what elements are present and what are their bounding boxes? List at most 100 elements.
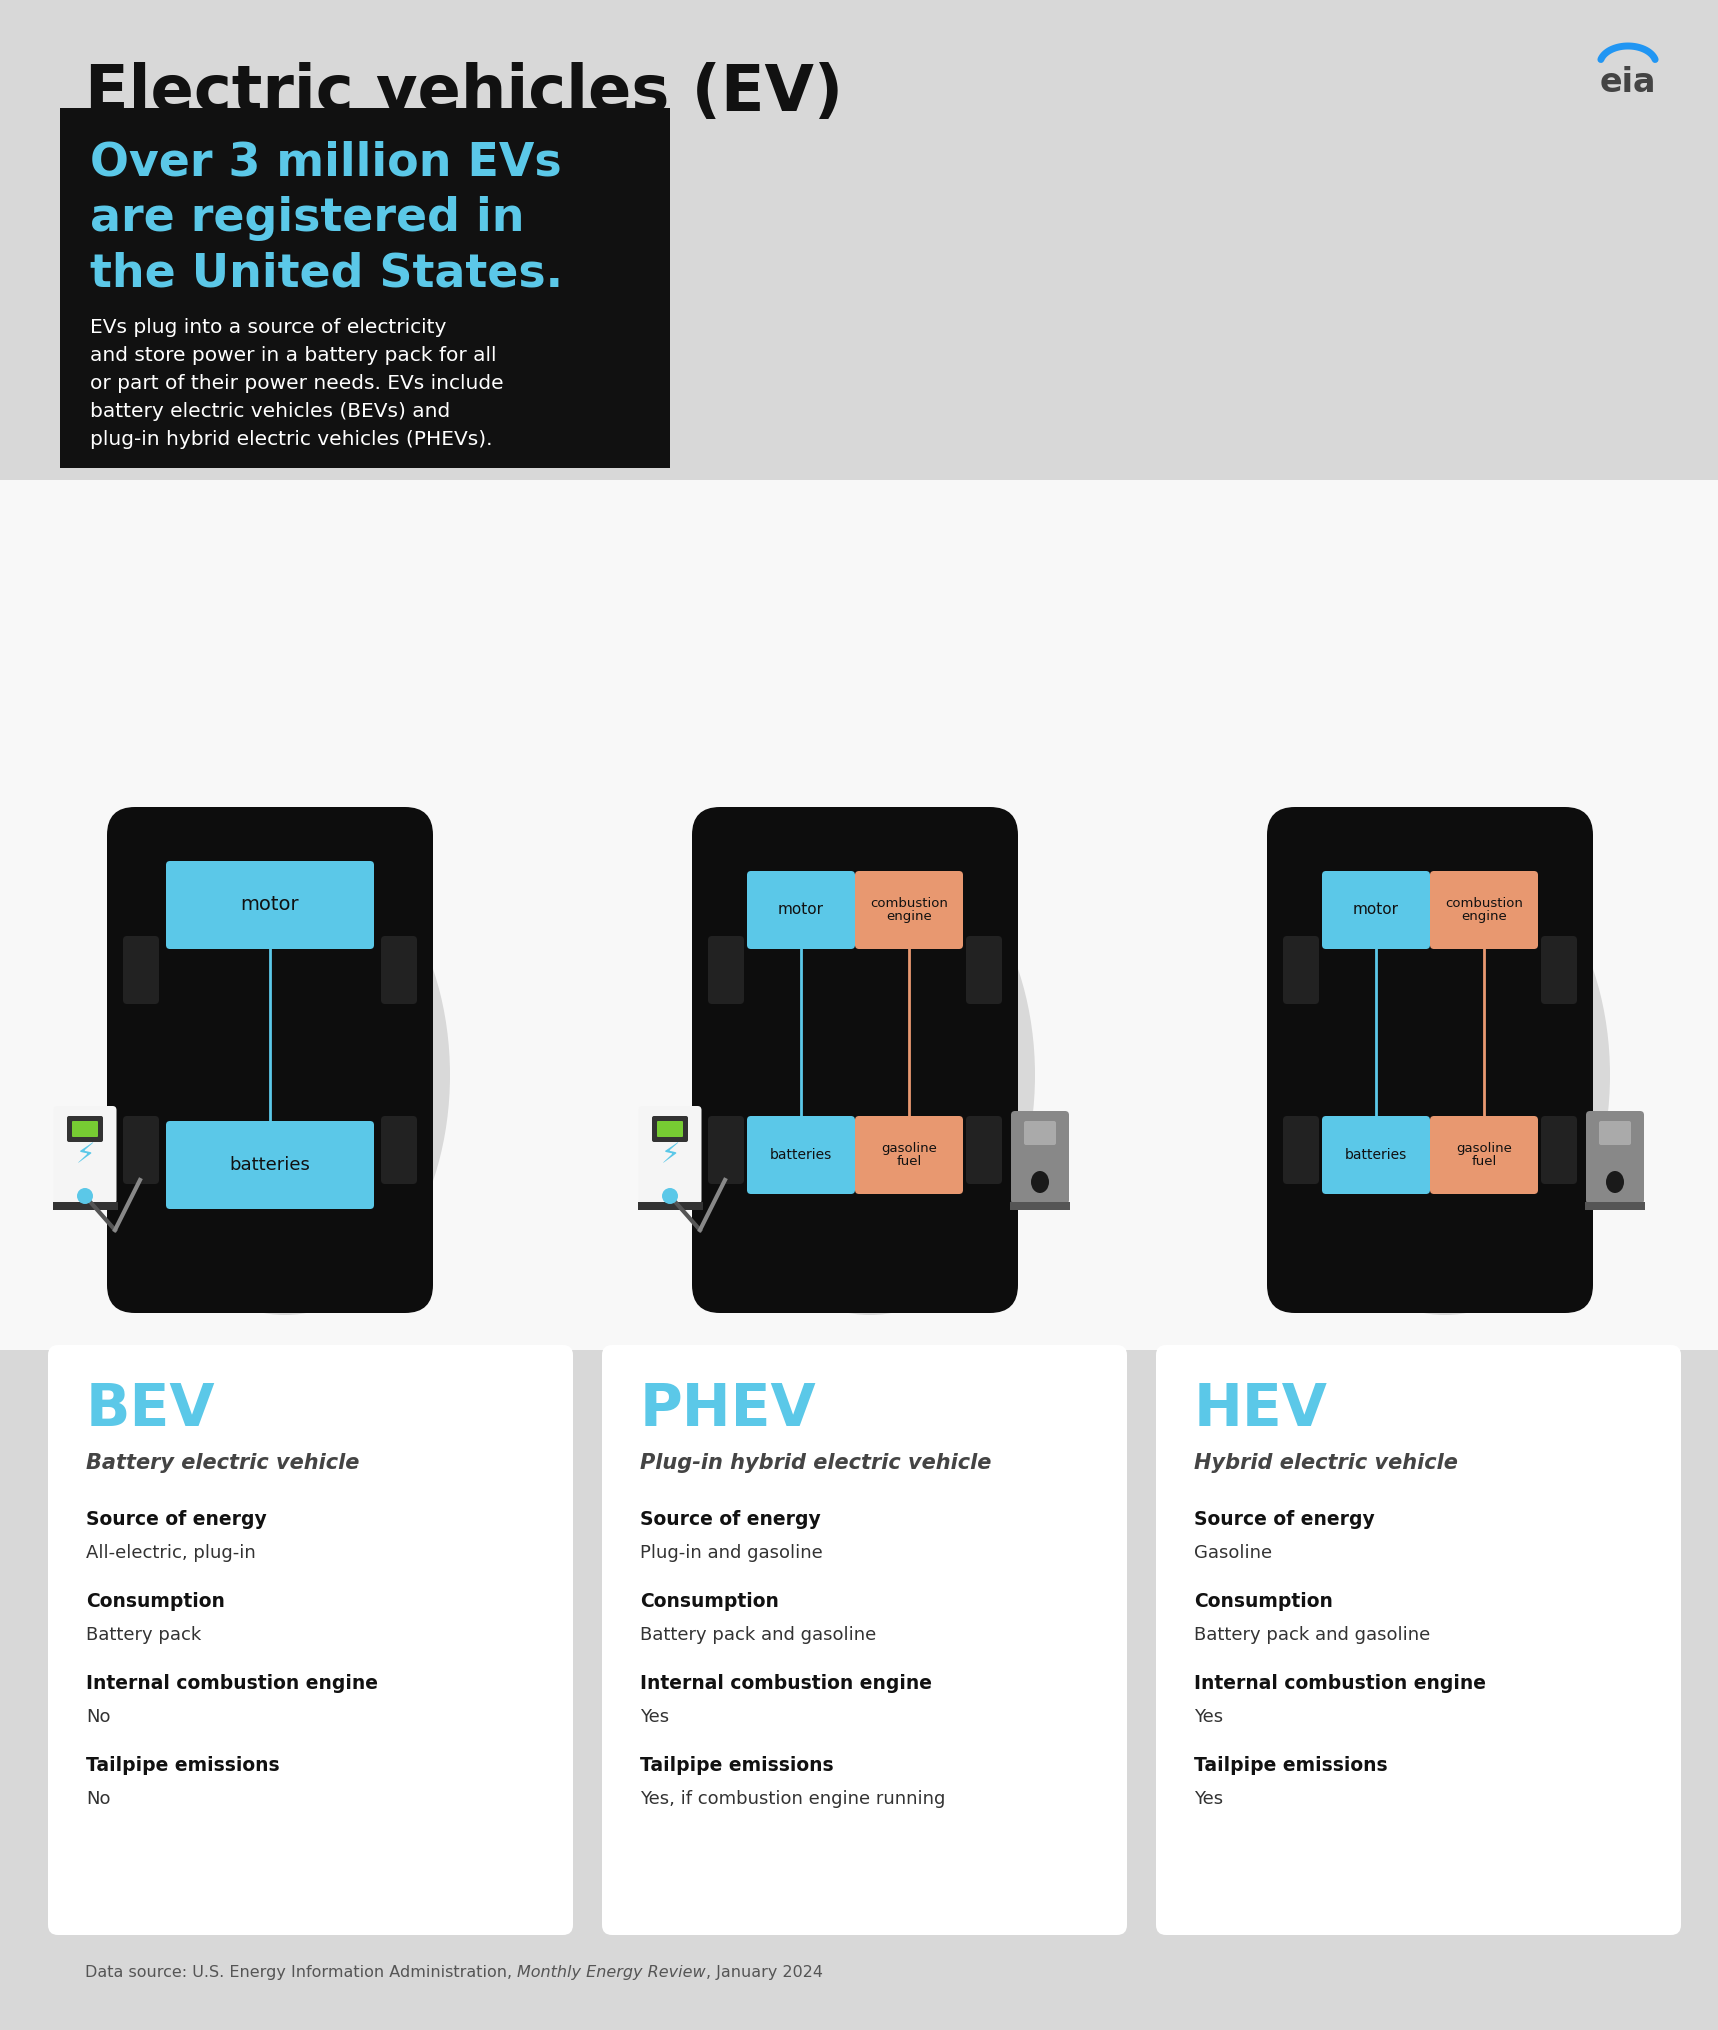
Text: eia: eia xyxy=(1599,65,1656,99)
FancyBboxPatch shape xyxy=(653,1116,687,1143)
Ellipse shape xyxy=(1335,814,1524,865)
Text: Plug-in and gasoline: Plug-in and gasoline xyxy=(641,1545,823,1561)
Text: , January 2024: , January 2024 xyxy=(706,1965,823,1979)
FancyBboxPatch shape xyxy=(1024,1121,1057,1145)
Ellipse shape xyxy=(175,814,364,865)
Text: engine: engine xyxy=(1460,909,1507,924)
FancyBboxPatch shape xyxy=(1599,1121,1630,1145)
FancyBboxPatch shape xyxy=(1541,1116,1577,1183)
FancyBboxPatch shape xyxy=(966,936,1002,1005)
Text: Internal combustion engine: Internal combustion engine xyxy=(641,1675,931,1693)
FancyBboxPatch shape xyxy=(0,479,1718,1350)
Circle shape xyxy=(661,1188,679,1204)
Text: Yes, if combustion engine running: Yes, if combustion engine running xyxy=(641,1790,945,1809)
Text: engine: engine xyxy=(886,909,931,924)
Text: All-electric, plug-in: All-electric, plug-in xyxy=(86,1545,256,1561)
FancyBboxPatch shape xyxy=(747,1116,856,1194)
Text: No: No xyxy=(86,1707,110,1726)
Text: Consumption: Consumption xyxy=(641,1592,778,1612)
FancyBboxPatch shape xyxy=(1429,871,1538,948)
Text: fuel: fuel xyxy=(897,1155,921,1167)
Text: Tailpipe emissions: Tailpipe emissions xyxy=(1194,1756,1388,1774)
FancyBboxPatch shape xyxy=(966,1116,1002,1183)
FancyBboxPatch shape xyxy=(708,936,744,1005)
Text: Monthly Energy Review: Monthly Energy Review xyxy=(517,1965,706,1979)
Text: Hybrid electric vehicle: Hybrid electric vehicle xyxy=(1194,1453,1459,1474)
FancyBboxPatch shape xyxy=(1283,936,1319,1005)
Text: batteries: batteries xyxy=(1345,1149,1407,1161)
Text: BEV: BEV xyxy=(86,1380,215,1437)
Text: PHEV: PHEV xyxy=(641,1380,816,1437)
Text: Source of energy: Source of energy xyxy=(86,1510,266,1529)
Text: Internal combustion engine: Internal combustion engine xyxy=(86,1675,378,1693)
FancyBboxPatch shape xyxy=(48,1346,574,1935)
Text: Consumption: Consumption xyxy=(1194,1592,1333,1612)
Ellipse shape xyxy=(1031,1171,1050,1194)
FancyBboxPatch shape xyxy=(601,1346,1127,1935)
Text: Battery pack and gasoline: Battery pack and gasoline xyxy=(1194,1626,1431,1644)
Text: Gasoline: Gasoline xyxy=(1194,1545,1271,1561)
FancyBboxPatch shape xyxy=(1010,1110,1069,1204)
FancyBboxPatch shape xyxy=(856,1116,964,1194)
Text: No: No xyxy=(86,1790,110,1809)
Ellipse shape xyxy=(120,834,450,1315)
Text: Battery electric vehicle: Battery electric vehicle xyxy=(86,1453,359,1474)
FancyBboxPatch shape xyxy=(53,1202,117,1210)
Text: Plug-in hybrid electric vehicle: Plug-in hybrid electric vehicle xyxy=(641,1453,991,1474)
Text: Yes: Yes xyxy=(1194,1707,1223,1726)
Text: Electric vehicles (EV): Electric vehicles (EV) xyxy=(84,63,844,124)
FancyBboxPatch shape xyxy=(381,936,417,1005)
FancyBboxPatch shape xyxy=(381,1116,417,1183)
Text: fuel: fuel xyxy=(1471,1155,1496,1167)
FancyBboxPatch shape xyxy=(1321,871,1429,948)
Text: Data source: U.S. Energy Information Administration,: Data source: U.S. Energy Information Adm… xyxy=(84,1965,517,1979)
Text: Over 3 million EVs
are registered in
the United States.: Over 3 million EVs are registered in the… xyxy=(89,140,564,296)
FancyBboxPatch shape xyxy=(1266,808,1593,1313)
Text: ⚡: ⚡ xyxy=(76,1141,94,1169)
Text: combustion: combustion xyxy=(869,897,948,909)
Text: Source of energy: Source of energy xyxy=(1194,1510,1374,1529)
Text: motor: motor xyxy=(241,895,299,914)
FancyBboxPatch shape xyxy=(124,936,160,1005)
Text: motor: motor xyxy=(1354,903,1398,918)
Ellipse shape xyxy=(1335,1255,1524,1305)
FancyBboxPatch shape xyxy=(1010,1202,1070,1210)
FancyBboxPatch shape xyxy=(1586,1110,1644,1204)
Text: gasoline: gasoline xyxy=(1457,1143,1512,1155)
Text: Yes: Yes xyxy=(1194,1790,1223,1809)
Text: motor: motor xyxy=(778,903,825,918)
Ellipse shape xyxy=(175,1255,364,1305)
Text: batteries: batteries xyxy=(770,1149,832,1161)
Ellipse shape xyxy=(761,814,950,865)
Text: combustion: combustion xyxy=(1445,897,1522,909)
FancyBboxPatch shape xyxy=(708,1116,744,1183)
Text: Tailpipe emissions: Tailpipe emissions xyxy=(641,1756,833,1774)
Ellipse shape xyxy=(1280,834,1610,1315)
FancyBboxPatch shape xyxy=(1156,1346,1680,1935)
FancyBboxPatch shape xyxy=(856,871,964,948)
FancyBboxPatch shape xyxy=(637,1202,703,1210)
FancyBboxPatch shape xyxy=(67,1116,103,1143)
FancyBboxPatch shape xyxy=(53,1106,117,1204)
FancyBboxPatch shape xyxy=(1283,1116,1319,1183)
Text: Yes: Yes xyxy=(641,1707,668,1726)
Ellipse shape xyxy=(761,1255,950,1305)
FancyBboxPatch shape xyxy=(692,808,1019,1313)
Text: ⚡: ⚡ xyxy=(660,1141,680,1169)
FancyBboxPatch shape xyxy=(656,1121,684,1137)
FancyBboxPatch shape xyxy=(167,1121,375,1210)
Text: Tailpipe emissions: Tailpipe emissions xyxy=(86,1756,280,1774)
Text: Battery pack and gasoline: Battery pack and gasoline xyxy=(641,1626,876,1644)
Text: Internal combustion engine: Internal combustion engine xyxy=(1194,1675,1486,1693)
Text: EVs plug into a source of electricity
and store power in a battery pack for all
: EVs plug into a source of electricity an… xyxy=(89,319,503,449)
FancyBboxPatch shape xyxy=(107,808,433,1313)
FancyBboxPatch shape xyxy=(124,1116,160,1183)
Text: Consumption: Consumption xyxy=(86,1592,225,1612)
FancyBboxPatch shape xyxy=(1321,1116,1429,1194)
Text: HEV: HEV xyxy=(1194,1380,1328,1437)
FancyBboxPatch shape xyxy=(1586,1202,1646,1210)
Text: Battery pack: Battery pack xyxy=(86,1626,201,1644)
Text: gasoline: gasoline xyxy=(881,1143,936,1155)
FancyBboxPatch shape xyxy=(72,1121,98,1137)
Ellipse shape xyxy=(1606,1171,1624,1194)
